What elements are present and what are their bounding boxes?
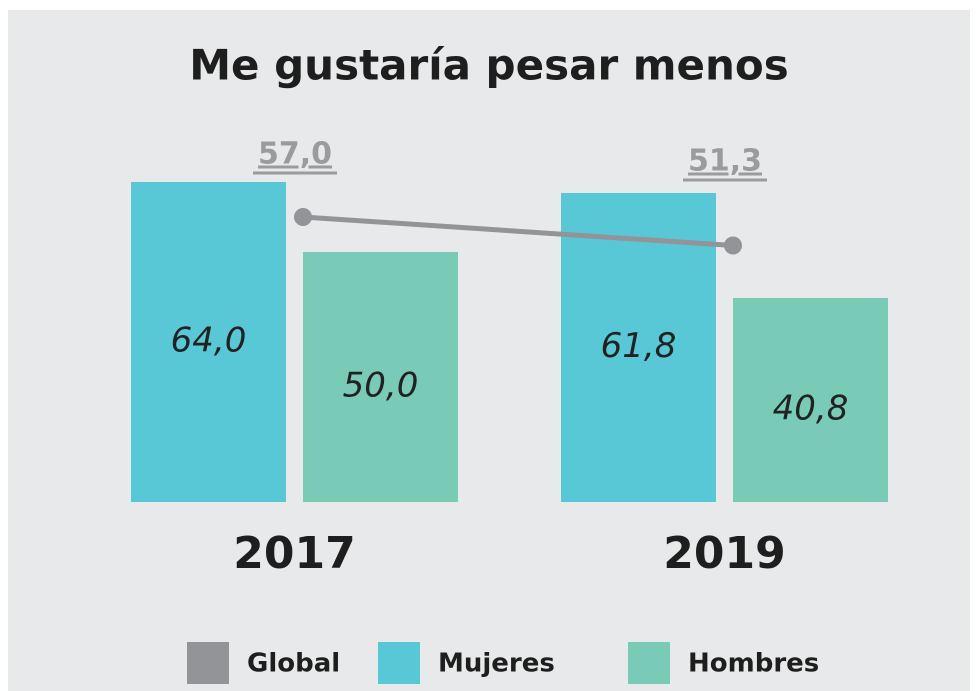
legend-swatch [628,642,670,684]
legend-label: Global [247,649,340,679]
bar-value-label: 64,0 [171,321,247,361]
legend-swatch [378,642,420,684]
bar-value-label: 40,8 [773,389,849,429]
global-value-label: 51,3 [688,144,762,179]
global-value-label: 57,0 [258,137,332,172]
bar-value-label: 61,8 [601,326,677,366]
legend-label: Mujeres [438,649,555,679]
global-line [302,214,734,248]
bar [303,252,458,502]
bar [733,298,888,502]
x-tick-label: 2017 [233,528,355,579]
chart-title: Me gustaría pesar menos [189,41,789,90]
global-point [294,208,312,226]
bar-value-label: 50,0 [343,366,419,406]
legend-swatch [187,642,229,684]
x-tick-label: 2019 [663,528,785,579]
global-point [724,236,742,255]
bar [131,182,286,502]
legend-label: Hombres [688,649,819,679]
